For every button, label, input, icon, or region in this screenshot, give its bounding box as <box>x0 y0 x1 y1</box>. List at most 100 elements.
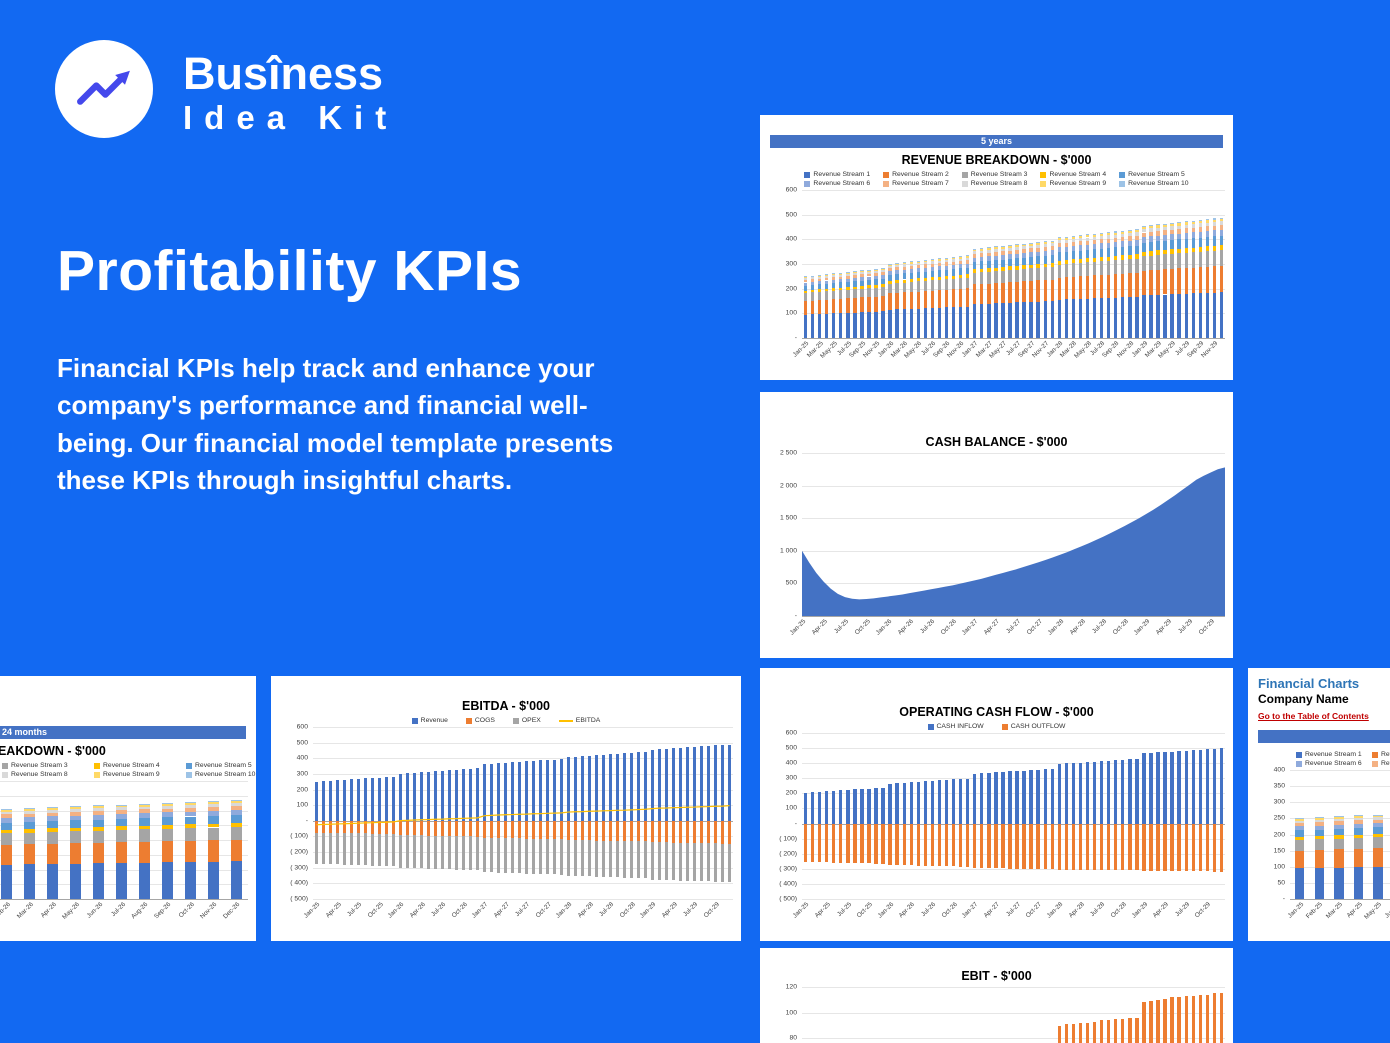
chart-card-ebit: EBIT - $'000 12010080604020-Jan-25Apr-25… <box>760 948 1233 1043</box>
bar-segment <box>1071 263 1076 277</box>
bar-segment <box>503 820 508 839</box>
bar-segment <box>426 771 431 821</box>
bar-segment <box>231 806 243 811</box>
bar-segment <box>391 834 396 867</box>
bar-segment <box>930 270 935 278</box>
bar-segment <box>987 271 991 284</box>
bar-segment <box>987 772 991 824</box>
bar-segment <box>1022 302 1026 338</box>
chart-card-operating-cash-flow: OPERATING CASH FLOW - $'000 CASH INFLOW C… <box>760 668 1233 941</box>
bar-segment <box>994 772 998 824</box>
bar-segment <box>1295 820 1305 824</box>
bar-segment <box>1015 302 1019 338</box>
bar-segment <box>1135 258 1139 273</box>
bar-segment <box>1149 270 1153 296</box>
bar-segment <box>1015 244 1019 246</box>
bar-segment <box>1036 264 1040 268</box>
bar-segment <box>987 252 991 257</box>
chart-title-ebitda: EBITDA - $'000 <box>462 699 550 713</box>
bar-segment <box>1184 232 1188 239</box>
bar-segment <box>1135 823 1139 871</box>
y-tick-label: 500 <box>785 211 797 219</box>
table-of-contents-link[interactable]: Go to the Table of Contents <box>1258 711 1369 721</box>
x-tick-text: Oct-27 <box>1025 618 1044 637</box>
bar-segment <box>1295 818 1305 820</box>
bar-segment <box>1099 248 1104 258</box>
bar-segment <box>706 745 711 821</box>
bar-segment <box>1071 276 1076 300</box>
bar-segment <box>727 744 732 821</box>
x-tick-text: Apr-28 <box>576 901 595 920</box>
bar-segment <box>1106 233 1111 236</box>
x-tick-text: Jan-28 <box>554 901 574 920</box>
legend-item: Revenue Stream 1 <box>1296 751 1372 758</box>
y-tick-label: - <box>794 820 797 828</box>
x-tick-text: Oct-26 <box>939 618 958 637</box>
bar-segment <box>713 745 718 821</box>
bar-segment <box>440 820 445 836</box>
grid-line <box>802 1038 1225 1040</box>
bar-segment <box>1071 251 1076 260</box>
bar-segment <box>937 260 942 264</box>
bar-segment <box>895 309 899 338</box>
bar-segment <box>1170 253 1174 269</box>
x-tick-text: Oct-27 <box>534 901 553 920</box>
y-tick-label: 1 000 <box>779 547 797 555</box>
bar-segment <box>1353 848 1364 868</box>
grid-line <box>0 899 248 900</box>
bar-segment <box>1373 817 1383 820</box>
bar-segment <box>454 836 459 870</box>
bar-segment <box>208 801 220 803</box>
bar-segment <box>454 769 459 821</box>
x-tick-text: Feb-25 <box>1305 901 1325 921</box>
bar-segment <box>1064 251 1069 260</box>
bar-segment <box>24 809 36 811</box>
bar-segment <box>937 266 942 271</box>
bar-segment <box>832 790 836 824</box>
x-tick-text: Apr-29 <box>1154 618 1173 637</box>
bar-segment <box>867 270 871 272</box>
bar-segment <box>1078 258 1083 263</box>
bar-segment <box>93 826 105 831</box>
bar-segment <box>678 747 683 821</box>
bar-segment <box>1156 231 1160 236</box>
bar-segment <box>1022 770 1026 824</box>
bar-segment <box>1114 297 1118 338</box>
x-axis-labels: Jan-25Feb-25Mar-25Apr-25May-25Jun-25Jul-… <box>0 899 248 933</box>
bar-segment <box>803 276 808 277</box>
bar-segment <box>1022 269 1026 282</box>
bar-segment <box>1334 835 1344 839</box>
bar-segment <box>1184 224 1188 229</box>
bar-segment <box>1177 248 1181 254</box>
bar-segment <box>1036 769 1040 824</box>
x-tick-text: Apr-26 <box>897 901 917 920</box>
bar-segment <box>902 282 906 293</box>
bar-segment <box>1106 297 1111 338</box>
bar-segment <box>1114 237 1118 243</box>
y-tick-label: 350 <box>1273 782 1285 790</box>
bar-segment <box>1106 823 1111 871</box>
x-tick-text: Oct-28 <box>1111 618 1130 637</box>
x-tick-text: May-26 <box>60 901 81 921</box>
financial-charts-sheet-card: Financial Charts Company Name Go to the … <box>1248 668 1390 941</box>
bar-segment <box>1001 254 1005 260</box>
bar-segment <box>853 823 857 864</box>
bar-segment <box>93 830 105 843</box>
bar-segment <box>965 823 970 867</box>
bar-segment <box>1078 762 1083 824</box>
grid-line <box>802 313 1225 315</box>
bar-segment <box>70 831 82 844</box>
bar-segment <box>552 820 557 840</box>
bar-segment <box>1008 266 1012 271</box>
bar-segment <box>881 268 885 271</box>
bar-segment <box>1163 294 1167 338</box>
bar-segment <box>566 820 571 840</box>
bar-segment <box>930 259 935 260</box>
bar-segment <box>412 772 417 821</box>
bar-segment <box>1092 233 1097 235</box>
bar-segment <box>1036 244 1040 248</box>
bar-segment <box>832 313 836 338</box>
bar-segment <box>1099 232 1104 234</box>
bar-segment <box>314 820 319 833</box>
bar-segment <box>1334 817 1344 819</box>
